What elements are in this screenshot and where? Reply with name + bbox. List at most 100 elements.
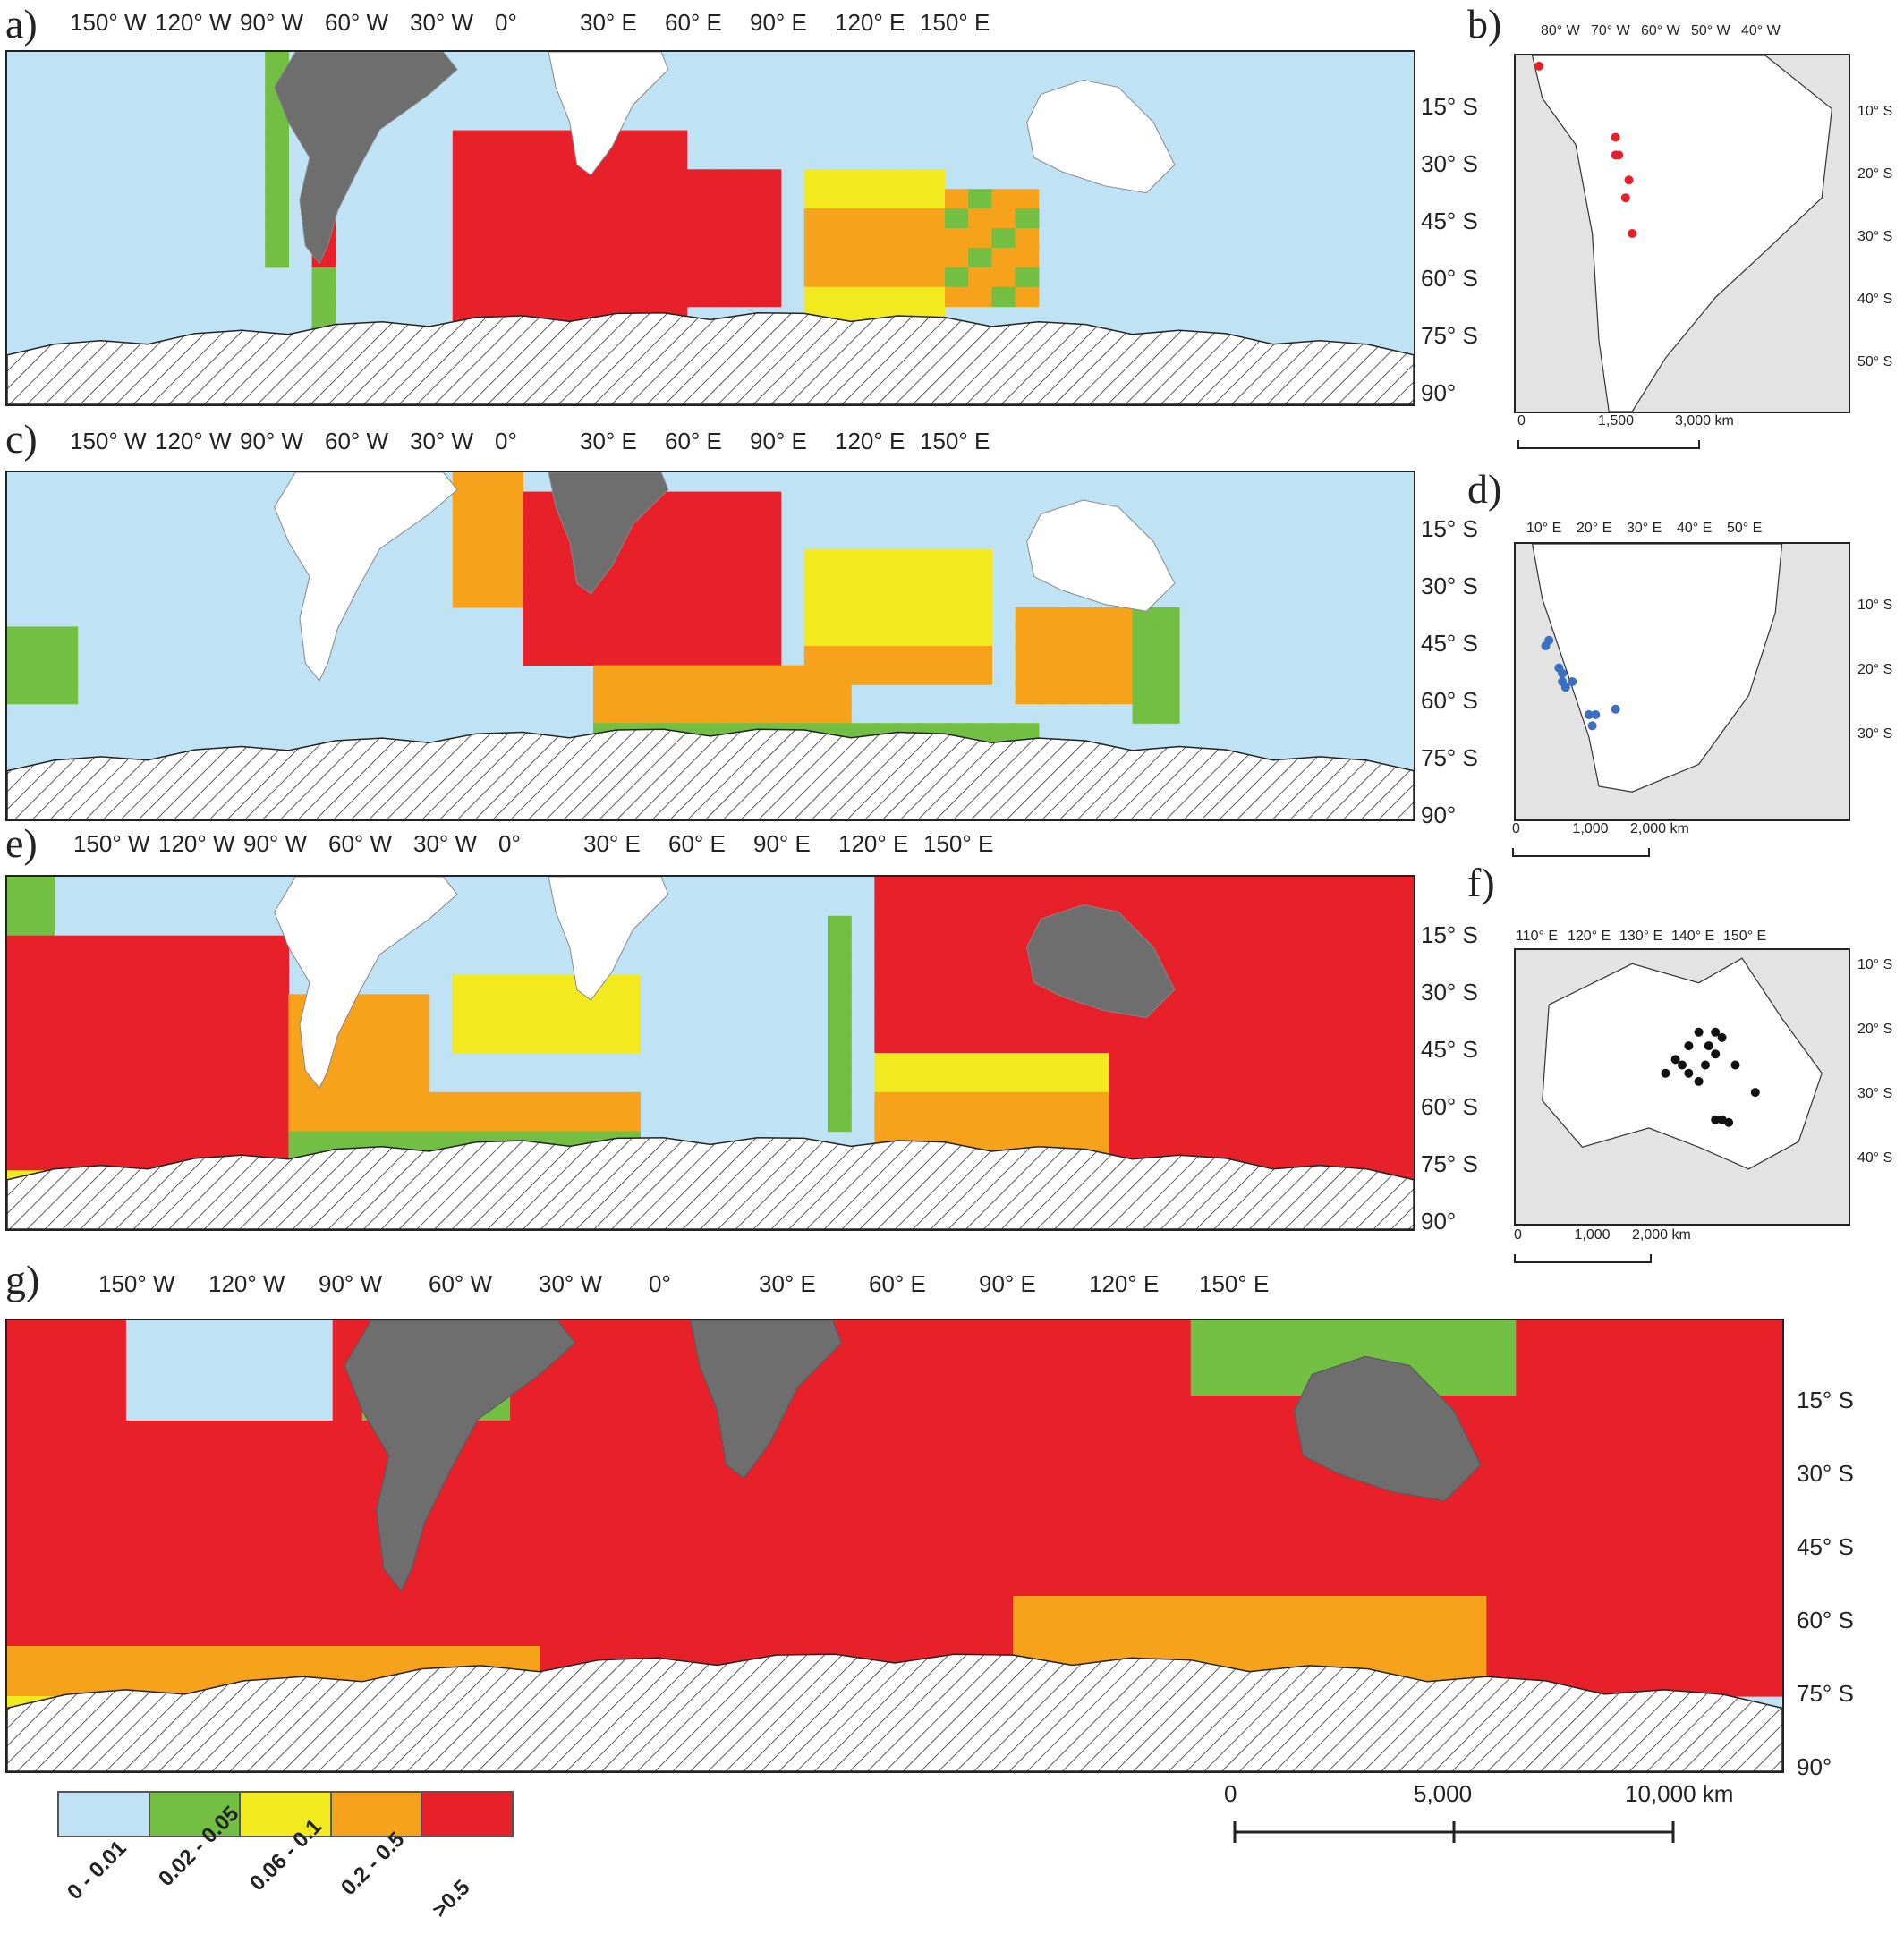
grid-cell [546,626,571,647]
grid-cell [1249,935,1274,956]
grid-cell [546,974,571,995]
grid-cell [452,208,477,229]
occurrence-point [1560,683,1570,692]
grid-cell [921,286,946,308]
grid-cell [1663,1596,1695,1622]
grid-cell [851,549,875,570]
grid-cell [954,1571,984,1597]
grid-cell [874,208,899,229]
grid-cell [1038,1014,1063,1034]
grid-cell [686,228,711,249]
grid-cell [628,1345,659,1371]
grid-cell [242,1072,266,1093]
grid-cell [1343,895,1368,917]
grid-cell [171,1091,196,1113]
grid-cell [599,1345,629,1371]
grid-cell [1390,1053,1414,1073]
grid-cell [155,1621,185,1647]
grid-cell [828,646,852,666]
grid-cell [1320,1014,1344,1034]
grid-cell [805,1621,837,1647]
grid-cell [523,1014,548,1034]
grid-cell [599,1421,629,1447]
grid-cell [897,247,922,268]
grid-cell [217,955,242,976]
grid-cell [171,1072,196,1093]
grid-cell [214,1596,245,1622]
grid-cell [1320,974,1344,995]
grid-cell [311,1111,336,1133]
grid-cell [803,208,829,229]
inset-scale-d-2: 2,000 km [1630,821,1689,836]
grid-cell [1042,1621,1073,1647]
grid-cell [628,1370,659,1396]
grid-cell [361,1571,393,1597]
grid-cell [895,1546,925,1572]
grid-cell [851,665,875,685]
grid-cell [1296,955,1321,976]
grid-cell [835,1546,866,1572]
legend-label-4: >0.5 [428,1875,475,1923]
grid-cell [828,549,852,570]
grid-cell [480,1421,511,1447]
grid-cell [968,994,992,1014]
grid-cell [851,588,875,608]
grid-cell [803,228,829,249]
grid-cell [945,267,969,288]
grid-cell [968,915,992,937]
grid-cell [273,1446,304,1472]
grid-cell [1220,1320,1251,1346]
grid-cell [1575,1596,1606,1622]
grid-cell [7,1396,38,1421]
grid-cell [710,646,735,666]
grid-cell [954,1521,984,1547]
grid-cell [1427,1345,1458,1371]
grid-cell [1013,1496,1043,1522]
grid-cell [1109,1111,1134,1133]
grid-cell [1042,1320,1073,1346]
grid-cell [710,530,735,550]
grid-cell [1013,1471,1043,1497]
grid-cell [1249,1521,1280,1547]
grid-cell [895,1571,925,1597]
grid-cell [1132,626,1157,647]
grid-cell [864,1421,896,1447]
lat-tick-a-2: 45° S [1421,208,1478,234]
grid-cell [569,1091,594,1113]
grid-cell [569,646,594,666]
grid-cell [658,1320,689,1346]
grid-cell [687,1521,718,1547]
grid-cell [1545,1646,1577,1672]
grid-cell [37,1521,67,1547]
grid-cell [510,1646,540,1672]
grid-cell [1604,1546,1636,1572]
grid-cell [546,1091,571,1113]
grid-cell [569,588,594,608]
grid-cell [954,1621,984,1647]
grid-cell [242,1033,266,1054]
grid-cell [897,877,922,897]
grid-cell [1545,1471,1577,1497]
grid-cell [828,1014,852,1034]
grid-cell [874,877,899,897]
grid-cell [1155,935,1180,956]
grid-cell [1516,1446,1547,1472]
lon-tick-g-5: 0° [649,1270,671,1297]
grid-cell [37,1320,67,1346]
grid-cell [593,994,617,1014]
grid-cell [897,267,922,288]
grid-cell [1249,1446,1280,1472]
grid-cell [1131,1446,1162,1472]
australia-land [1026,499,1176,612]
grid-cell [954,1446,984,1472]
grid-cell [540,1571,570,1597]
grid-cell [895,1496,925,1522]
grid-cell [1308,1320,1339,1346]
grid-cell [851,208,875,229]
grid-cell [1179,1053,1203,1073]
grid-cell [540,1446,570,1472]
grid-cell [1109,1091,1134,1113]
grid-cell [874,189,899,209]
grid-cell [1272,994,1297,1014]
grid-cell [593,1111,617,1133]
